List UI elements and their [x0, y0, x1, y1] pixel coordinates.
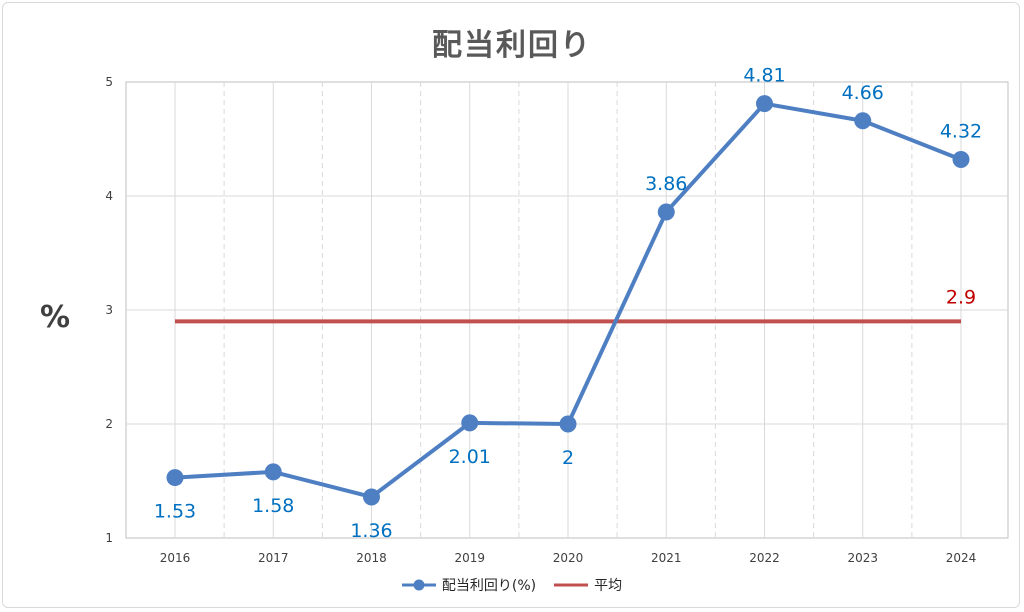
data-label: 1.53	[154, 501, 196, 523]
legend-item-dividend-yield: 配当利回り(%)	[401, 575, 537, 595]
y-tick-labels: 1 2 3 4 5	[105, 75, 113, 545]
data-label: 4.81	[743, 65, 785, 87]
legend-label-average: 平均	[594, 578, 623, 594]
data-label: 2	[562, 447, 574, 469]
legend-line-marker-icon	[401, 579, 436, 591]
grid-lines	[126, 82, 1008, 538]
y-tick-label: 3	[105, 303, 113, 317]
data-point	[952, 151, 970, 169]
data-label: 4.66	[842, 82, 884, 104]
x-tick-label: 2019	[454, 551, 485, 565]
dividend-yield-series: 1.53 1.58 1.36 2.01 2 3.86 4.81 4.66 4.32	[154, 65, 982, 542]
data-point	[854, 112, 872, 130]
data-label: 2.01	[449, 446, 491, 468]
data-point	[264, 463, 282, 481]
x-tick-label: 2018	[356, 551, 387, 565]
data-point	[559, 415, 577, 433]
x-tick-label: 2016	[160, 551, 191, 565]
legend-line-icon	[554, 583, 589, 587]
data-point	[363, 488, 380, 506]
y-tick-label: 4	[105, 189, 113, 203]
y-axis-label: %	[40, 300, 71, 335]
x-tick-label: 2023	[847, 551, 878, 565]
legend-item-average: 平均	[554, 575, 622, 595]
data-label: 1.36	[350, 520, 392, 542]
y-tick-label: 2	[105, 417, 113, 431]
data-label: 4.32	[940, 121, 982, 143]
data-point	[657, 203, 675, 221]
average-data-label: 2.9	[946, 286, 976, 308]
x-tick-label: 2021	[651, 551, 682, 565]
data-point	[166, 469, 184, 487]
x-tick-label: 2020	[553, 551, 584, 565]
average-series: 2.9	[175, 286, 976, 324]
data-label: 1.58	[252, 495, 294, 517]
y-tick-label: 5	[105, 75, 113, 89]
x-tick-labels: 2016 2017 2018 2019 2020 2021 2022 2023 2024	[160, 551, 977, 565]
legend: 配当利回り(%) 平均	[0, 575, 1024, 595]
chart-title: 配当利回り	[432, 28, 592, 63]
data-point	[461, 414, 479, 432]
legend-label-dividend-yield: 配当利回り(%)	[441, 578, 537, 594]
x-tick-label: 2017	[258, 551, 289, 565]
y-tick-label: 1	[105, 531, 113, 545]
x-tick-label: 2024	[946, 551, 977, 565]
x-tick-label: 2022	[749, 551, 780, 565]
data-point	[756, 95, 773, 113]
data-label: 3.86	[645, 173, 687, 195]
